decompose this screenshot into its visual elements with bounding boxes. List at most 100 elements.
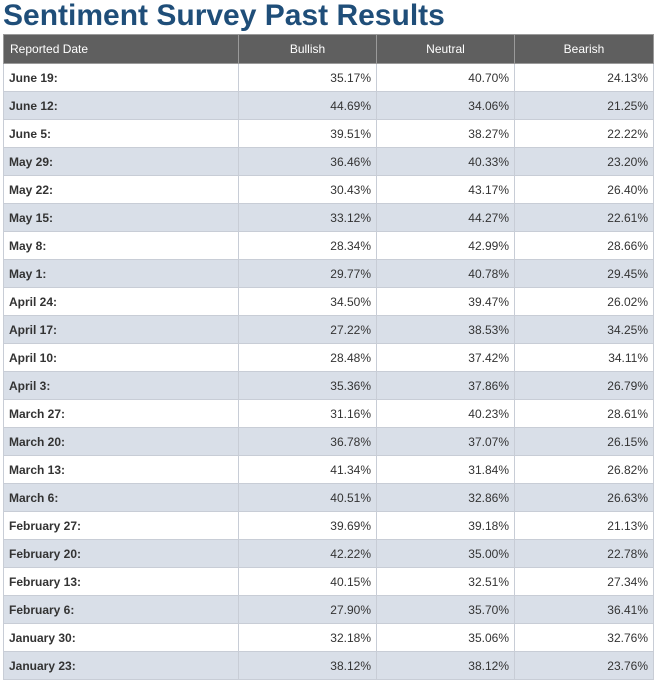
bearish-cell: 26.79% — [514, 371, 654, 400]
reported-date-cell: June 5: — [3, 119, 239, 148]
results-table: Reported Date Bullish Neutral Bearish Ju… — [3, 34, 654, 680]
neutral-cell: 42.99% — [376, 231, 515, 260]
bearish-cell: 32.76% — [514, 623, 654, 652]
bullish-cell: 40.51% — [238, 483, 377, 512]
table-body: June 19: 35.17% 40.70% 24.13% June 12: 44.69%… — [3, 63, 654, 680]
reported-date-cell: May 15: — [3, 203, 239, 232]
reported-date-cell: April 3: — [3, 371, 239, 400]
bullish-cell: 30.43% — [238, 175, 377, 204]
neutral-cell: 32.51% — [376, 567, 515, 596]
table-row: February 27: 39.69% 39.18% 21.13% — [3, 511, 654, 540]
reported-date-cell: May 29: — [3, 147, 239, 176]
bearish-cell: 36.41% — [514, 595, 654, 624]
bearish-cell: 23.20% — [514, 147, 654, 176]
table-row: February 6: 27.90% 35.70% 36.41% — [3, 595, 654, 624]
neutral-cell: 35.06% — [376, 623, 515, 652]
bullish-cell: 33.12% — [238, 203, 377, 232]
table-row: May 15: 33.12% 44.27% 22.61% — [3, 203, 654, 232]
neutral-cell: 35.70% — [376, 595, 515, 624]
table-row: June 12: 44.69% 34.06% 21.25% — [3, 91, 654, 120]
bullish-cell: 34.50% — [238, 287, 377, 316]
page-title: Sentiment Survey Past Results — [3, 0, 445, 32]
table-row: March 20: 36.78% 37.07% 26.15% — [3, 427, 654, 456]
reported-date-cell: March 13: — [3, 455, 239, 484]
reported-date-cell: February 20: — [3, 539, 239, 568]
bearish-cell: 34.11% — [514, 343, 654, 372]
bearish-cell: 27.34% — [514, 567, 654, 596]
reported-date-cell: February 27: — [3, 511, 239, 540]
reported-date-cell: February 6: — [3, 595, 239, 624]
bullish-cell: 36.78% — [238, 427, 377, 456]
bullish-cell: 35.36% — [238, 371, 377, 400]
table-row: May 8: 28.34% 42.99% 28.66% — [3, 231, 654, 260]
bullish-cell: 36.46% — [238, 147, 377, 176]
bullish-cell: 41.34% — [238, 455, 377, 484]
table-row: June 5: 39.51% 38.27% 22.22% — [3, 119, 654, 148]
neutral-cell: 39.47% — [376, 287, 515, 316]
table-row: January 30: 32.18% 35.06% 32.76% — [3, 623, 654, 652]
bullish-cell: 27.22% — [238, 315, 377, 344]
bearish-cell: 22.78% — [514, 539, 654, 568]
bearish-cell: 28.61% — [514, 399, 654, 428]
bearish-cell: 28.66% — [514, 231, 654, 260]
reported-date-cell: June 19: — [3, 63, 239, 92]
table-row: March 13: 41.34% 31.84% 26.82% — [3, 455, 654, 484]
table-row: April 3: 35.36% 37.86% 26.79% — [3, 371, 654, 400]
bullish-cell: 44.69% — [238, 91, 377, 120]
bullish-cell: 35.17% — [238, 63, 377, 92]
neutral-cell: 37.07% — [376, 427, 515, 456]
header-row: Reported Date Bullish Neutral Bearish — [3, 34, 654, 64]
table-row: June 19: 35.17% 40.70% 24.13% — [3, 63, 654, 92]
reported-date-cell: March 27: — [3, 399, 239, 428]
table-row: May 22: 30.43% 43.17% 26.40% — [3, 175, 654, 204]
bullish-cell: 29.77% — [238, 259, 377, 288]
table-row: February 13: 40.15% 32.51% 27.34% — [3, 567, 654, 596]
bullish-cell: 31.16% — [238, 399, 377, 428]
bearish-cell: 21.13% — [514, 511, 654, 540]
bearish-cell: 21.25% — [514, 91, 654, 120]
reported-date-cell: February 13: — [3, 567, 239, 596]
bearish-cell: 23.76% — [514, 651, 654, 680]
table-row: May 29: 36.46% 40.33% 23.20% — [3, 147, 654, 176]
reported-date-cell: April 17: — [3, 315, 239, 344]
reported-date-cell: March 20: — [3, 427, 239, 456]
bearish-cell: 24.13% — [514, 63, 654, 92]
table-row: April 17: 27.22% 38.53% 34.25% — [3, 315, 654, 344]
bullish-cell: 27.90% — [238, 595, 377, 624]
neutral-cell: 34.06% — [376, 91, 515, 120]
neutral-cell: 38.12% — [376, 651, 515, 680]
reported-date-cell: April 10: — [3, 343, 239, 372]
neutral-cell: 40.23% — [376, 399, 515, 428]
column-header-bullish: Bullish — [238, 34, 377, 64]
bullish-cell: 40.15% — [238, 567, 377, 596]
neutral-cell: 44.27% — [376, 203, 515, 232]
bullish-cell: 28.48% — [238, 343, 377, 372]
table-row: May 1: 29.77% 40.78% 29.45% — [3, 259, 654, 288]
column-header-bearish: Bearish — [514, 34, 654, 64]
column-header-reported-date: Reported Date — [3, 34, 239, 64]
table-row: April 10: 28.48% 37.42% 34.11% — [3, 343, 654, 372]
bullish-cell: 39.69% — [238, 511, 377, 540]
reported-date-cell: January 23: — [3, 651, 239, 680]
table-header: Reported Date Bullish Neutral Bearish — [3, 34, 654, 64]
column-header-neutral: Neutral — [376, 34, 515, 64]
table-row: March 6: 40.51% 32.86% 26.63% — [3, 483, 654, 512]
bullish-cell: 28.34% — [238, 231, 377, 260]
neutral-cell: 40.78% — [376, 259, 515, 288]
neutral-cell: 40.33% — [376, 147, 515, 176]
bullish-cell: 38.12% — [238, 651, 377, 680]
bearish-cell: 34.25% — [514, 315, 654, 344]
table-row: March 27: 31.16% 40.23% 28.61% — [3, 399, 654, 428]
bullish-cell: 32.18% — [238, 623, 377, 652]
table-row: February 20: 42.22% 35.00% 22.78% — [3, 539, 654, 568]
reported-date-cell: June 12: — [3, 91, 239, 120]
bullish-cell: 42.22% — [238, 539, 377, 568]
bearish-cell: 26.82% — [514, 455, 654, 484]
reported-date-cell: January 30: — [3, 623, 239, 652]
neutral-cell: 38.53% — [376, 315, 515, 344]
neutral-cell: 40.70% — [376, 63, 515, 92]
neutral-cell: 43.17% — [376, 175, 515, 204]
table-row: April 24: 34.50% 39.47% 26.02% — [3, 287, 654, 316]
bearish-cell: 26.40% — [514, 175, 654, 204]
reported-date-cell: May 22: — [3, 175, 239, 204]
